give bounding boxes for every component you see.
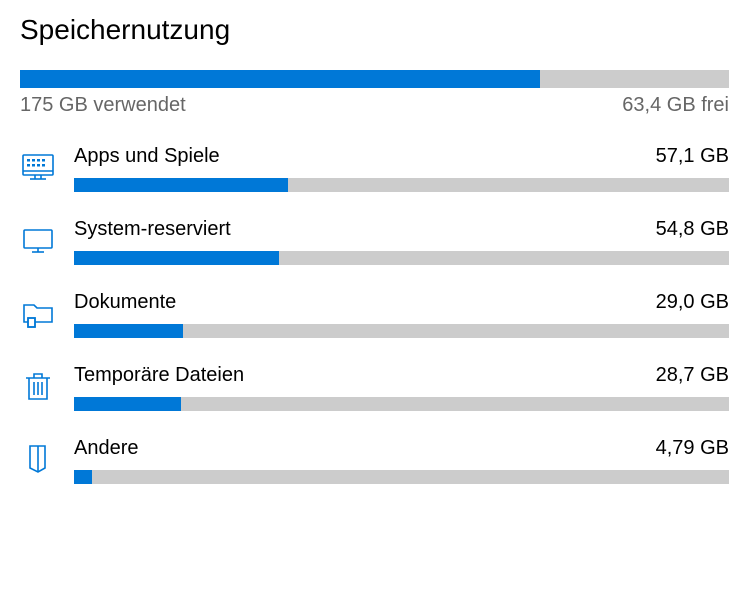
system-icon xyxy=(20,222,56,258)
category-bar xyxy=(74,324,729,338)
used-label: 175 GB verwendet xyxy=(20,94,186,117)
category-body: Dokumente 29,0 GB xyxy=(74,291,729,338)
category-name: Andere xyxy=(74,437,139,460)
category-size: 54,8 GB xyxy=(656,218,729,241)
temp-icon xyxy=(20,368,56,404)
category-bar xyxy=(74,251,729,265)
other-icon xyxy=(20,441,56,477)
category-header: Temporäre Dateien 28,7 GB xyxy=(74,364,729,387)
category-bar-fill xyxy=(74,397,181,411)
overall-usage-bar-fill xyxy=(20,70,540,88)
category-bar xyxy=(74,178,729,192)
category-bar xyxy=(74,397,729,411)
overall-usage-labels: 175 GB verwendet 63,4 GB frei xyxy=(20,94,729,117)
category-header: Dokumente 29,0 GB xyxy=(74,291,729,314)
category-name: Apps und Spiele xyxy=(74,145,220,168)
category-header: Apps und Spiele 57,1 GB xyxy=(74,145,729,168)
category-name: Dokumente xyxy=(74,291,176,314)
category-size: 57,1 GB xyxy=(656,145,729,168)
category-bar xyxy=(74,470,729,484)
category-body: Temporäre Dateien 28,7 GB xyxy=(74,364,729,411)
apps-icon xyxy=(20,149,56,185)
category-body: Andere 4,79 GB xyxy=(74,437,729,484)
overall-usage-bar xyxy=(20,70,729,88)
category-row-temp[interactable]: Temporäre Dateien 28,7 GB xyxy=(20,364,729,411)
category-name: Temporäre Dateien xyxy=(74,364,244,387)
page-title: Speichernutzung xyxy=(20,14,729,46)
category-name: System-reserviert xyxy=(74,218,231,241)
category-row-system[interactable]: System-reserviert 54,8 GB xyxy=(20,218,729,265)
category-header: Andere 4,79 GB xyxy=(74,437,729,460)
category-bar-fill xyxy=(74,178,288,192)
category-bar-fill xyxy=(74,251,279,265)
category-row-other[interactable]: Andere 4,79 GB xyxy=(20,437,729,484)
category-body: System-reserviert 54,8 GB xyxy=(74,218,729,265)
category-row-documents[interactable]: Dokumente 29,0 GB xyxy=(20,291,729,338)
category-list: Apps und Spiele 57,1 GB System-reservier… xyxy=(20,145,729,484)
category-header: System-reserviert 54,8 GB xyxy=(74,218,729,241)
category-size: 29,0 GB xyxy=(656,291,729,314)
category-row-apps[interactable]: Apps und Spiele 57,1 GB xyxy=(20,145,729,192)
category-body: Apps und Spiele 57,1 GB xyxy=(74,145,729,192)
category-bar-fill xyxy=(74,470,92,484)
category-bar-fill xyxy=(74,324,183,338)
documents-icon xyxy=(20,295,56,331)
free-label: 63,4 GB frei xyxy=(622,94,729,117)
category-size: 4,79 GB xyxy=(656,437,729,460)
category-size: 28,7 GB xyxy=(656,364,729,387)
